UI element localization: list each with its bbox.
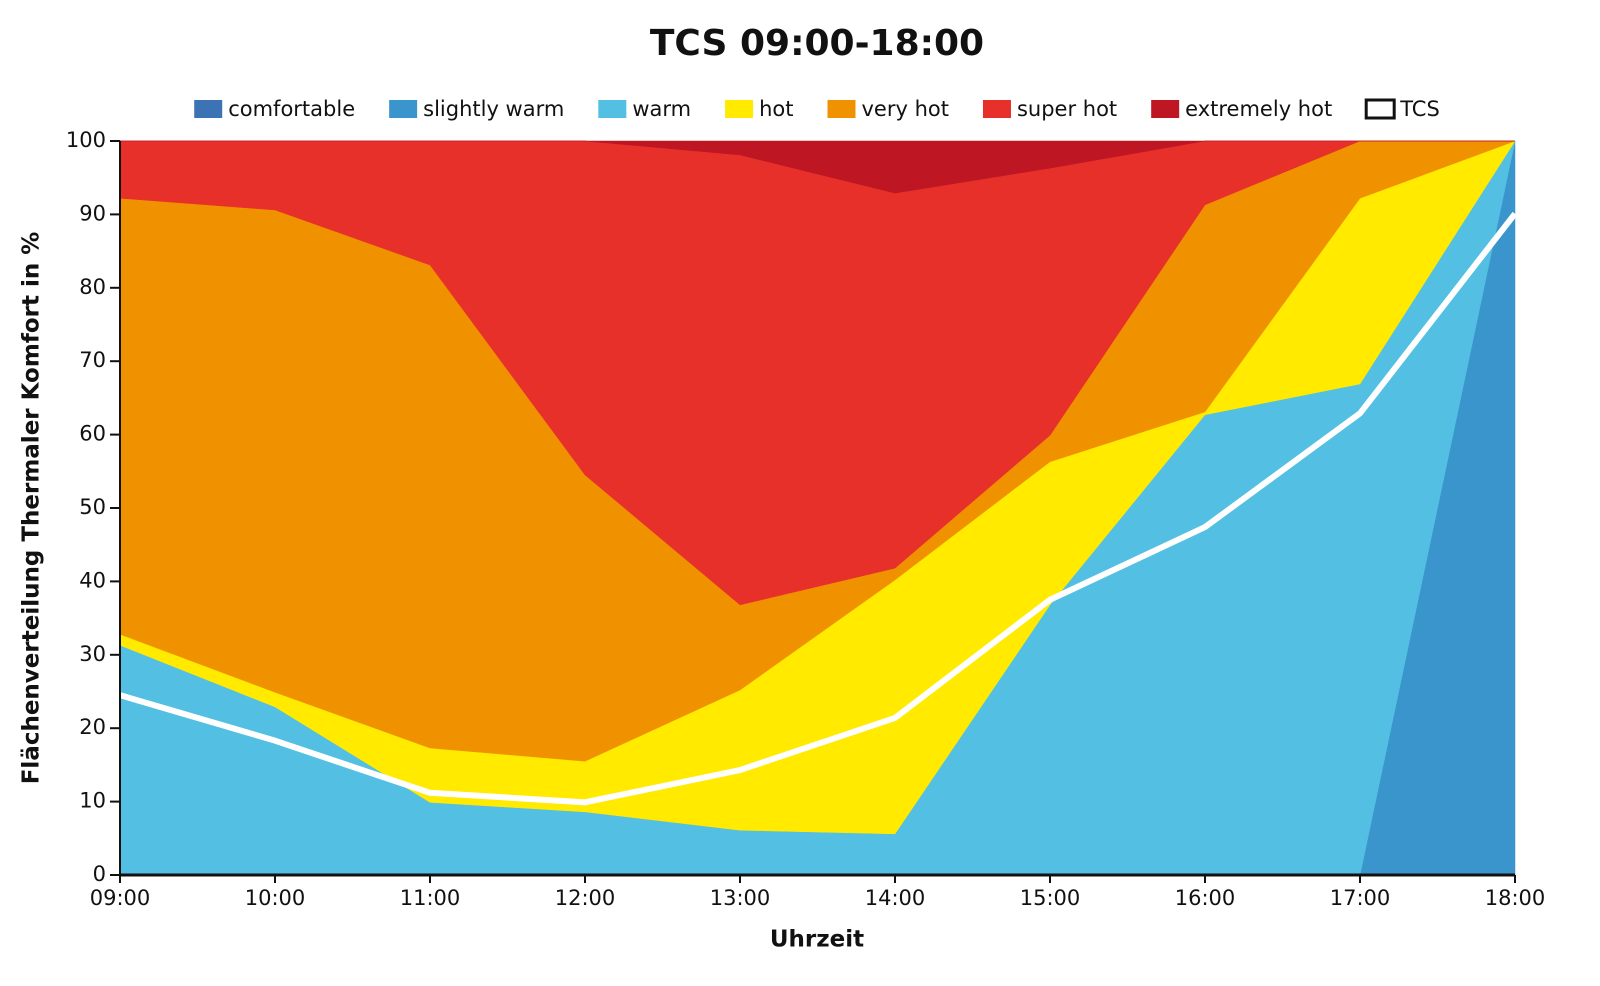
y-tick-label: 50 — [79, 495, 106, 519]
y-tick-label: 100 — [66, 128, 106, 152]
legend-label: very hot — [861, 97, 948, 121]
x-tick-label: 12:00 — [555, 886, 616, 910]
y-tick-label: 60 — [79, 422, 106, 446]
legend-label: extremely hot — [1185, 97, 1332, 121]
y-tick-label: 20 — [79, 715, 106, 739]
x-axis-title: Uhrzeit — [770, 927, 864, 953]
legend-label: hot — [759, 97, 793, 121]
legend-swatch — [725, 100, 754, 118]
area — [120, 140, 1515, 194]
x-tick-label: 15:00 — [1020, 886, 1081, 910]
chart-title: TCS 09:00-18:00 — [650, 23, 984, 64]
x-tick-label: 14:00 — [865, 886, 926, 910]
y-tick-label: 0 — [93, 862, 106, 886]
x-tick-label: 16:00 — [1175, 886, 1236, 910]
x-tick-label: 10:00 — [245, 886, 306, 910]
legend-swatch — [827, 100, 856, 118]
y-tick-label: 40 — [79, 568, 106, 592]
legend: comfortable slightly warm warm hot very hot s… — [194, 97, 1440, 121]
legend-label: comfortable — [228, 97, 355, 121]
x-tick-label: 17:00 — [1330, 886, 1391, 910]
legend-label: warm — [632, 97, 691, 121]
legend-swatch — [1151, 100, 1180, 118]
x-tick-label: 18:00 — [1485, 886, 1546, 910]
y-tick-label: 90 — [79, 201, 106, 225]
x-tick-label: 11:00 — [400, 886, 461, 910]
x-tick-label: 13:00 — [710, 886, 771, 910]
legend-swatch — [194, 100, 223, 118]
legend-swatch — [1364, 98, 1396, 120]
legend-swatch — [389, 100, 418, 118]
y-tick-label: 10 — [79, 789, 106, 813]
plot-area — [119, 140, 1518, 876]
legend-label: super hot — [1017, 97, 1117, 121]
legend-swatch — [598, 100, 627, 118]
legend-label: slightly warm — [423, 97, 564, 121]
y-tick-label: 30 — [79, 642, 106, 666]
y-tick-label: 80 — [79, 275, 106, 299]
y-axis-title: Flächenverteilung Thermaler Komfort in % — [19, 232, 45, 785]
legend-label: TCS — [1399, 97, 1440, 121]
tcs-line — [119, 211, 1518, 806]
legend-swatch — [982, 100, 1011, 118]
y-tick-label: 70 — [79, 348, 106, 372]
x-tick-label: 09:00 — [90, 886, 151, 910]
